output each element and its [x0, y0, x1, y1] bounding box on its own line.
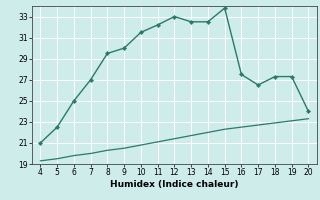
X-axis label: Humidex (Indice chaleur): Humidex (Indice chaleur)	[110, 180, 239, 189]
